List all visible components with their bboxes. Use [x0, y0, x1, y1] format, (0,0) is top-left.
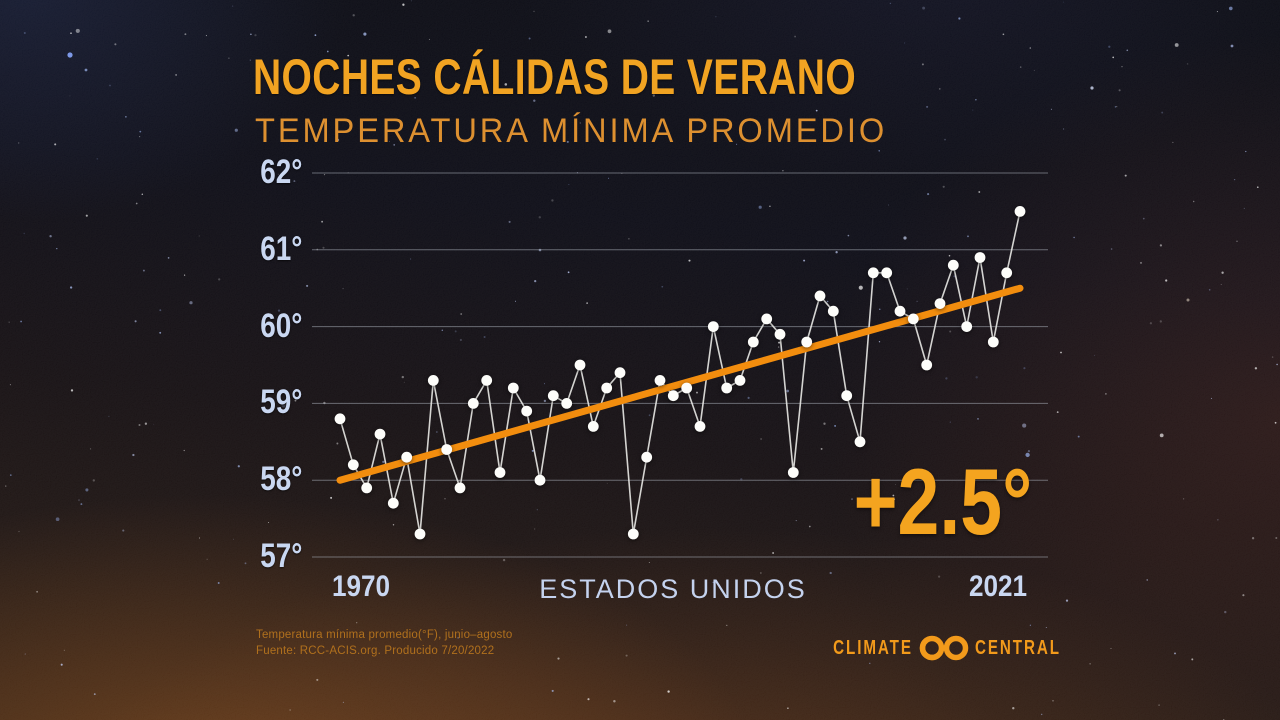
data-point [921, 359, 933, 371]
data-point [414, 528, 426, 540]
page-title: NOCHES CÁLIDAS DE VERANO [253, 49, 857, 105]
data-point [467, 398, 479, 409]
brand-logo: CLIMATE CENTRAL [808, 633, 1088, 663]
data-point [547, 390, 559, 402]
y-axis-tick-label: 58° [259, 460, 302, 499]
series-line [339, 211, 1021, 535]
data-point [894, 305, 906, 317]
data-point [801, 336, 813, 348]
data-point [361, 482, 373, 494]
data-point [934, 298, 946, 309]
data-point [574, 359, 586, 371]
chart-footnote: Temperatura mínima promedio(°F), junio–a… [256, 628, 513, 659]
data-point [694, 421, 706, 432]
data-point [961, 321, 973, 332]
data-point [827, 305, 839, 317]
brand-rings-icon [919, 635, 969, 661]
footnote-line-2: Fuente: RCC-ACIS.org. Producido 7/20/202… [256, 644, 495, 657]
y-axis-tick-label: 59° [259, 383, 302, 422]
data-point [987, 336, 999, 348]
region-label: ESTADOS UNIDOS [539, 574, 807, 604]
data-point [601, 382, 613, 394]
data-point [681, 382, 693, 394]
data-point [627, 528, 639, 540]
data-point [761, 313, 773, 325]
data-point [734, 375, 746, 386]
data-point [881, 267, 893, 279]
data-point [787, 467, 799, 478]
data-point [721, 382, 733, 394]
data-points [334, 206, 1026, 540]
data-point [401, 451, 413, 463]
trend-change-badge: +2.5° [853, 449, 1032, 554]
data-point [427, 375, 439, 386]
data-point [641, 451, 653, 463]
data-point [654, 375, 666, 386]
data-point [867, 267, 879, 279]
data-point [441, 444, 453, 455]
data-point [1014, 206, 1026, 217]
data-point [534, 474, 546, 486]
data-point [667, 390, 679, 402]
data-point [1001, 267, 1013, 279]
data-point [907, 313, 919, 325]
data-point [347, 459, 359, 471]
brand-word-central: CENTRAL [974, 637, 1061, 659]
y-axis-tick-label: 60° [259, 306, 302, 345]
data-point [974, 252, 986, 263]
data-point [334, 413, 346, 425]
y-axis-tick-label: 57° [259, 537, 302, 575]
trend-line [336, 284, 1024, 484]
data-point [374, 428, 386, 440]
data-point [587, 421, 599, 432]
x-axis-label-start: 1970 [331, 570, 391, 603]
data-point [521, 405, 533, 417]
brand-word-climate: CLIMATE [833, 637, 913, 659]
x-axis-label-end: 2021 [968, 570, 1028, 603]
data-point [747, 336, 759, 348]
data-point [481, 375, 493, 386]
data-point [947, 259, 959, 271]
data-point [494, 467, 506, 478]
footnote-line-1: Temperatura mínima promedio(°F), junio–a… [256, 629, 513, 641]
data-point [561, 398, 573, 409]
data-point [387, 497, 399, 509]
y-axis-tick-label: 61° [259, 229, 302, 268]
data-point [814, 290, 826, 302]
data-point [614, 367, 626, 379]
data-point [507, 382, 519, 394]
y-axis-tick-label: 62° [259, 153, 302, 191]
data-point [774, 328, 786, 340]
page-subtitle: TEMPERATURA MÍNIMA PROMEDIO [255, 112, 888, 150]
data-point [841, 390, 853, 402]
data-point [454, 482, 466, 494]
data-point [707, 321, 719, 332]
data-point [854, 436, 866, 448]
